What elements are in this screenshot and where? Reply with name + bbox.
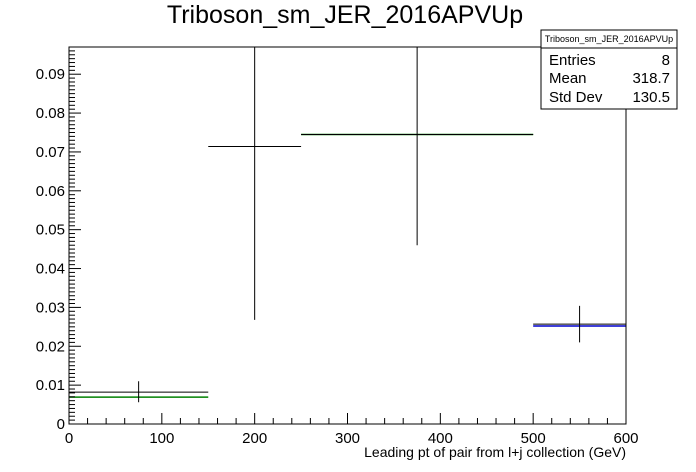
x-tick-label: 300 xyxy=(335,430,360,447)
series-layer xyxy=(69,47,626,403)
x-tick-label: 600 xyxy=(613,430,638,447)
stats-mean-label: Mean xyxy=(549,70,587,87)
y-tick-label: 0.04 xyxy=(36,261,65,278)
y-tick-label: 0.02 xyxy=(36,338,65,355)
x-tick-label: 100 xyxy=(149,430,174,447)
stats-entries-value: 8 xyxy=(662,52,670,69)
y-axis: 0 0.01 0.02 0.03 0.04 0.05 0.06 0.07 0.08 0.09 xyxy=(36,46,81,433)
y-tick-label: 0.05 xyxy=(36,222,65,239)
y-tick-label: 0.01 xyxy=(36,377,65,394)
stats-box-frame xyxy=(540,29,678,110)
x-tick-label: 0 xyxy=(65,430,73,447)
y-tick-label: 0.03 xyxy=(36,299,65,316)
x-tick-label: 400 xyxy=(428,430,453,447)
chart-title: Triboson_sm_JER_2016APVUp xyxy=(167,1,523,29)
x-tick-label: 200 xyxy=(242,430,267,447)
y-tick-label: 0.09 xyxy=(36,66,65,83)
stats-stddev-label: Std Dev xyxy=(549,89,603,106)
y-tick-label: 0.06 xyxy=(36,183,65,200)
x-tick-label: 500 xyxy=(521,430,546,447)
y-tick-label: 0.08 xyxy=(36,105,65,122)
stats-box-title: Triboson_sm_JER_2016APVUp xyxy=(545,34,673,44)
x-axis: 0 100 200 300 400 500 600 xyxy=(65,413,639,447)
x-axis-label: Leading pt of pair from l+j collection (… xyxy=(364,444,626,460)
stats-box: Triboson_sm_JER_2016APVUp Entries 8 Mean… xyxy=(540,29,678,110)
y-tick-label: 0 xyxy=(57,416,65,433)
y-tick-label: 0.07 xyxy=(36,144,65,161)
stats-entries-label: Entries xyxy=(549,52,596,69)
stats-stddev-value: 130.5 xyxy=(632,89,670,106)
stats-mean-value: 318.7 xyxy=(632,70,670,87)
